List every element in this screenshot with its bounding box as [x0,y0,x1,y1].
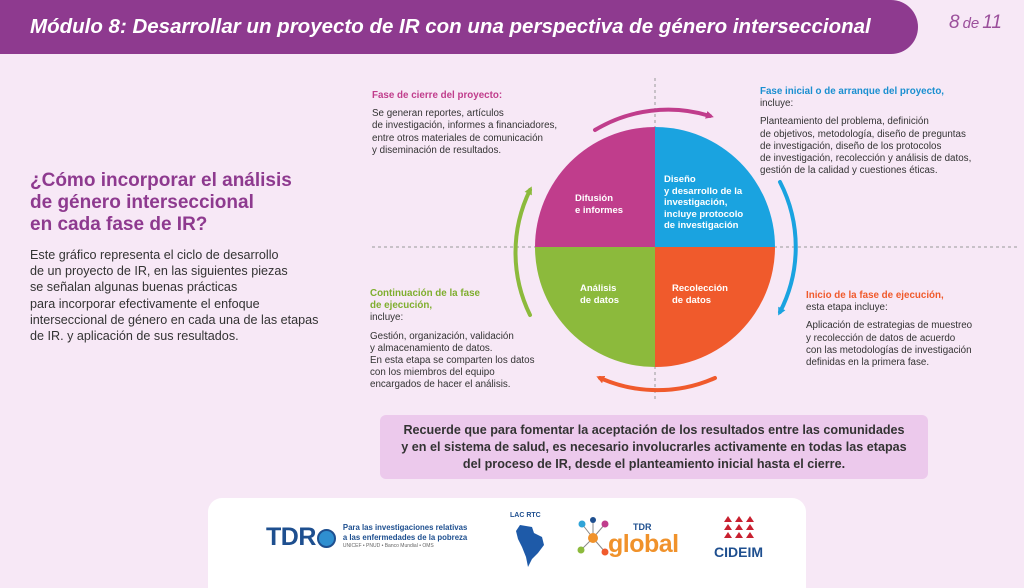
cideim-logo: CIDEIM [714,516,774,560]
phase-body-line: gestión de la calidad y cuestiones ética… [760,165,938,177]
tdr-global-small: TDR [633,522,652,532]
phase-body-line: con las metodologías de investigación [806,344,972,356]
heading-line: en cada fase de IR? [30,214,208,235]
tdr-logo: TDR Para las investigaciones relativas a… [266,523,467,552]
quadrant-label-line: Diseño [664,174,696,185]
quadrant-data-analysis [535,247,655,367]
phase-body-line: Se generan reportes, artículos [372,108,504,120]
phase-initial-body: Planteamiento del problema, definición d… [760,116,971,177]
phase-body-line: En esta etapa se comparten los datos [370,355,535,367]
phase-execution-body: Aplicación de estrategias de muestreo y … [806,320,972,369]
tdr-tagline-sponsors: UNICEF • PNUD • Banco Mundial • OMS [342,543,434,550]
page-separator: de [962,15,980,32]
heading-line: de género interseccional [30,192,254,213]
phase-body-line: Planteamiento del problema, definición [760,116,929,128]
heading-line: ¿Cómo incorporar el análisis [30,170,292,191]
header-bar: Módulo 8: Desarrollar un proyecto de IR … [0,0,918,54]
latin-america-map-icon [516,525,544,567]
tdr-tagline-line: a las enfermedades de la pobreza [342,532,468,542]
tdr-global-tagline [610,559,611,564]
phase-initial-subtitle: incluye: [760,98,794,110]
quadrant-label-line: Recolección [672,283,728,294]
note-line: del proceso de IR, desde el planteamient… [462,456,846,471]
phase-closing: Fase de cierre del proyecto: Se generan … [372,90,557,157]
page-total: 11 [982,12,1002,33]
phase-body-line: y almacenamiento de datos. [370,342,493,354]
note-line: Recuerde que para fomentar la aceptación… [403,422,905,437]
quadrant-label-line: de investigación [664,220,739,231]
desc-line: Este gráfico representa el ciclo de desa… [30,248,279,262]
quadrant-data-collection [655,247,775,367]
phase-initial: Fase inicial o de arranque del proyecto,… [760,86,971,177]
cideim-mark-icon [724,516,774,538]
note-line: y en el sistema de salud, es necesario i… [401,439,907,454]
reminder-note: Recuerde que para fomentar la aceptación… [380,415,928,479]
phase-continuation: Continuación de la fase de ejecución, in… [370,288,534,392]
cycle-graphic [372,78,1020,400]
quadrant-label-line: incluye protocolo [664,208,744,220]
phase-body-line: y diseminación de resultados. [372,144,502,156]
quadrant-label-line: investigación, [664,197,728,208]
desc-line: se señalan algunas buenas prácticas [30,280,238,295]
arrow-right-icon [778,180,798,316]
phase-execution-subtitle: esta etapa incluye: [806,302,888,314]
footer-logos: TDR Para las investigaciones relativas a… [208,498,806,588]
desc-line: de un proyecto de IR, en las siguientes … [30,264,288,279]
quadrant-label-line: Análisis [580,283,617,294]
tdr-logo-word: TDR [266,523,316,551]
quadrant-label-line: Difusión [575,193,613,204]
phase-body-line: Gestión, organización, validación [370,330,514,342]
phase-closing-body: Se generan reportes, artículos de invest… [372,108,557,157]
phase-continuation-subtitle: incluye: [370,312,404,324]
phase-execution: Inicio de la fase de ejecución, esta eta… [806,290,972,369]
arrow-left-icon [513,186,532,317]
phase-body-line: entre otros materiales de comunicación [372,132,543,144]
quadrant-label-collection: Recolección de datos [672,283,728,306]
phase-continuation-title: Continuación de la fase [370,288,480,299]
phase-body-line: con los miembros del equipo [370,367,495,379]
quadrant-label-design: Diseño y desarrollo de la investigación,… [664,174,743,232]
network-icon [577,517,609,556]
quadrant-label-dissemination: Difusión e informes [575,193,623,216]
phase-body-line: encargados de hacer el análisis. [370,379,511,391]
phase-continuation-body: Gestión, organización, validación y alma… [370,331,534,392]
desc-line: de IR. y aplicación de sus resultados. [30,329,239,344]
page-current: 8 [949,12,960,33]
tdr-global-logo: TDR global [576,516,696,566]
arrow-top-icon [593,107,714,132]
phase-execution-title: Inicio de la fase de ejecución, [806,290,944,301]
desc-line: interseccional de género en cada una de … [30,312,319,327]
ir-cycle-diagram: Difusión e informes Diseño y desarrollo … [360,70,1020,400]
phase-closing-title: Fase de cierre del proyecto: [372,90,503,101]
phase-body-line: de investigación, diseño de los protocol… [760,140,942,152]
phase-body-line: de investigación, recolección y análisis… [760,153,972,165]
module-title: Módulo 8: Desarrollar un proyecto de IR … [30,15,871,38]
lac-rtc-title: LAC RTC [510,512,541,519]
phase-body-line: definidas en la primera fase. [806,357,930,369]
quadrant-label-line: de datos [672,294,712,306]
quadrant-dissemination [535,127,655,247]
quadrant-design [655,127,775,247]
cideim-name: CIDEIM [714,544,763,560]
tdr-tagline-line: Para las investigaciones relativas [342,523,468,533]
page-counter: 8 de 11 [949,12,1002,34]
phase-continuation-title: de ejecución, [370,300,433,312]
phase-initial-title: Fase inicial o de arranque del proyecto, [760,86,945,97]
quadrant-label-analysis: Análisis de datos [580,283,619,306]
phase-body-line: de investigación, informes a financiador… [372,120,558,132]
tdr-global-word: global [608,530,679,558]
phase-body-line: de objetivos, metodología, diseño de pre… [760,128,966,140]
lac-rtc-logo: LAC RTC [510,512,552,572]
quadrant-label-line: y desarrollo de la [664,185,743,197]
section-description: Este gráfico representa el ciclo de desa… [30,247,345,344]
phase-body-line: Aplicación de estrategias de muestreo [806,320,973,332]
phase-body-line: y recolección de datos de acuerdo [806,332,956,344]
tdr-tagline: Para las investigaciones relativas a las… [343,523,467,552]
arrow-bottom-icon [596,375,717,393]
section-heading: ¿Cómo incorporar el análisis de género i… [30,170,330,236]
desc-line: para incorporar efectivamente el enfoque [30,296,260,311]
quadrant-label-line: e informes [575,204,624,216]
quadrant-label-line: de datos [580,294,620,306]
globe-icon [316,529,336,548]
